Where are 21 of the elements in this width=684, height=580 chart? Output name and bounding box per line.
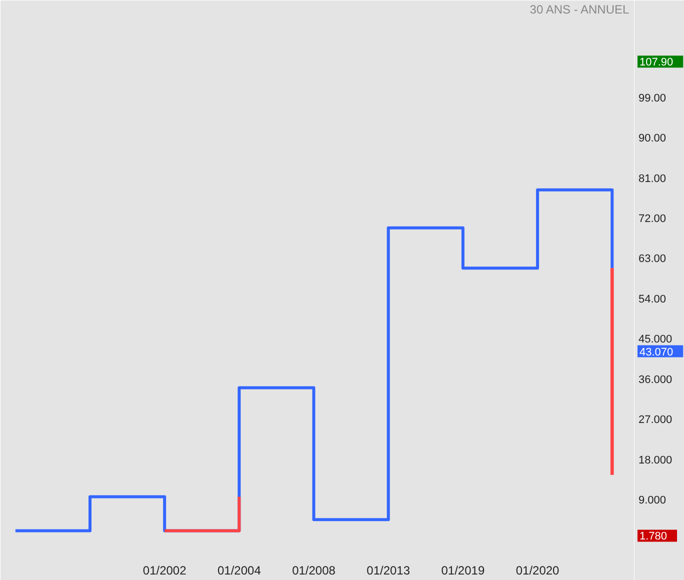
chart-title: 30 ANS - ANNUEL [530,2,630,16]
y-tick-label: 27.000 [638,414,672,426]
x-tick-label: 01/2020 [516,564,560,578]
x-tick-label: 01/2019 [441,564,485,578]
y-tick-label: 43.070 [640,346,674,358]
y-tick-label: 72.00 [638,213,666,226]
y-tick-label: 107.90 [640,56,674,69]
y-tick-label: 99.00 [638,92,666,104]
y-tick-label: 45.000 [638,334,672,346]
y-tick-label: 1.780 [640,530,668,543]
x-tick-label: 01/2008 [292,564,336,578]
y-tick-label: 54.00 [638,293,666,306]
y-tick-label: 36.000 [638,374,672,386]
y-tick-label: 18.000 [638,454,672,466]
x-tick-label: 01/2004 [217,564,262,578]
y-tick-label: 9.000 [638,494,666,506]
x-tick-label: 01/2002 [142,564,187,578]
x-tick-label: 01/2013 [366,564,410,578]
y-tick-label: 63.00 [638,253,666,266]
y-tick-label: 90.00 [638,132,666,145]
y-tick-label: 81.00 [638,172,666,185]
